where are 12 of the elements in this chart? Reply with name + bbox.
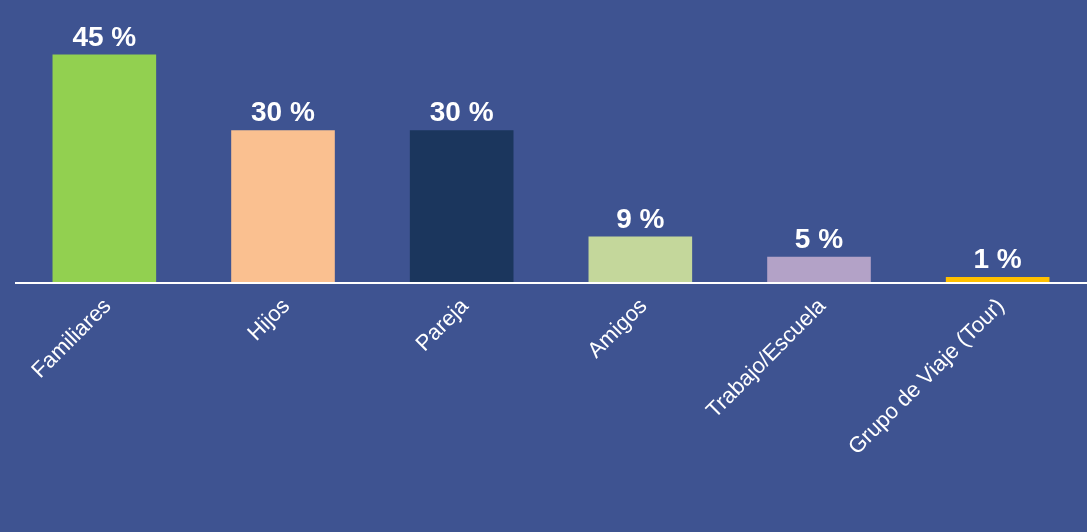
data-label: 45 % [72,20,137,52]
bar [409,130,514,282]
data-label: 1 % [973,242,1022,274]
bar [231,130,335,282]
bar [945,276,1050,282]
data-label: 9 % [616,202,665,234]
data-label: 30 % [429,96,494,128]
bar [767,256,871,282]
data-label: 30 % [251,96,315,128]
bar [52,54,157,282]
bar [588,236,693,282]
data-label: 5 % [794,222,844,254]
